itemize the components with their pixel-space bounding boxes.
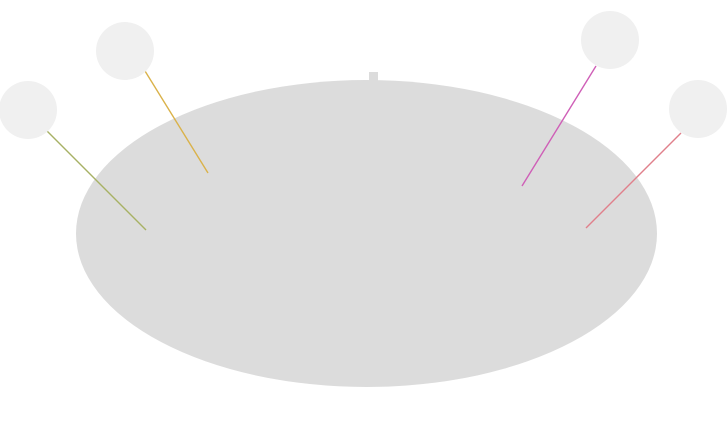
pointer-line-4 xyxy=(585,132,682,229)
pointer-line-2 xyxy=(144,70,209,174)
region-blob xyxy=(76,72,657,387)
marker-circle-4 xyxy=(669,80,727,138)
marker-circle-1 xyxy=(0,81,57,139)
pointer-4 xyxy=(585,80,727,229)
marker-circle-3 xyxy=(581,11,639,69)
pointer-1 xyxy=(0,81,147,231)
region-blob-notch xyxy=(369,72,378,82)
pointer-line-3 xyxy=(521,65,597,187)
pointer-3 xyxy=(521,11,639,187)
pointer-line-1 xyxy=(46,130,147,231)
marker-circle-2 xyxy=(96,22,154,80)
pointer-2 xyxy=(96,22,209,174)
region-blob-body xyxy=(76,80,657,387)
